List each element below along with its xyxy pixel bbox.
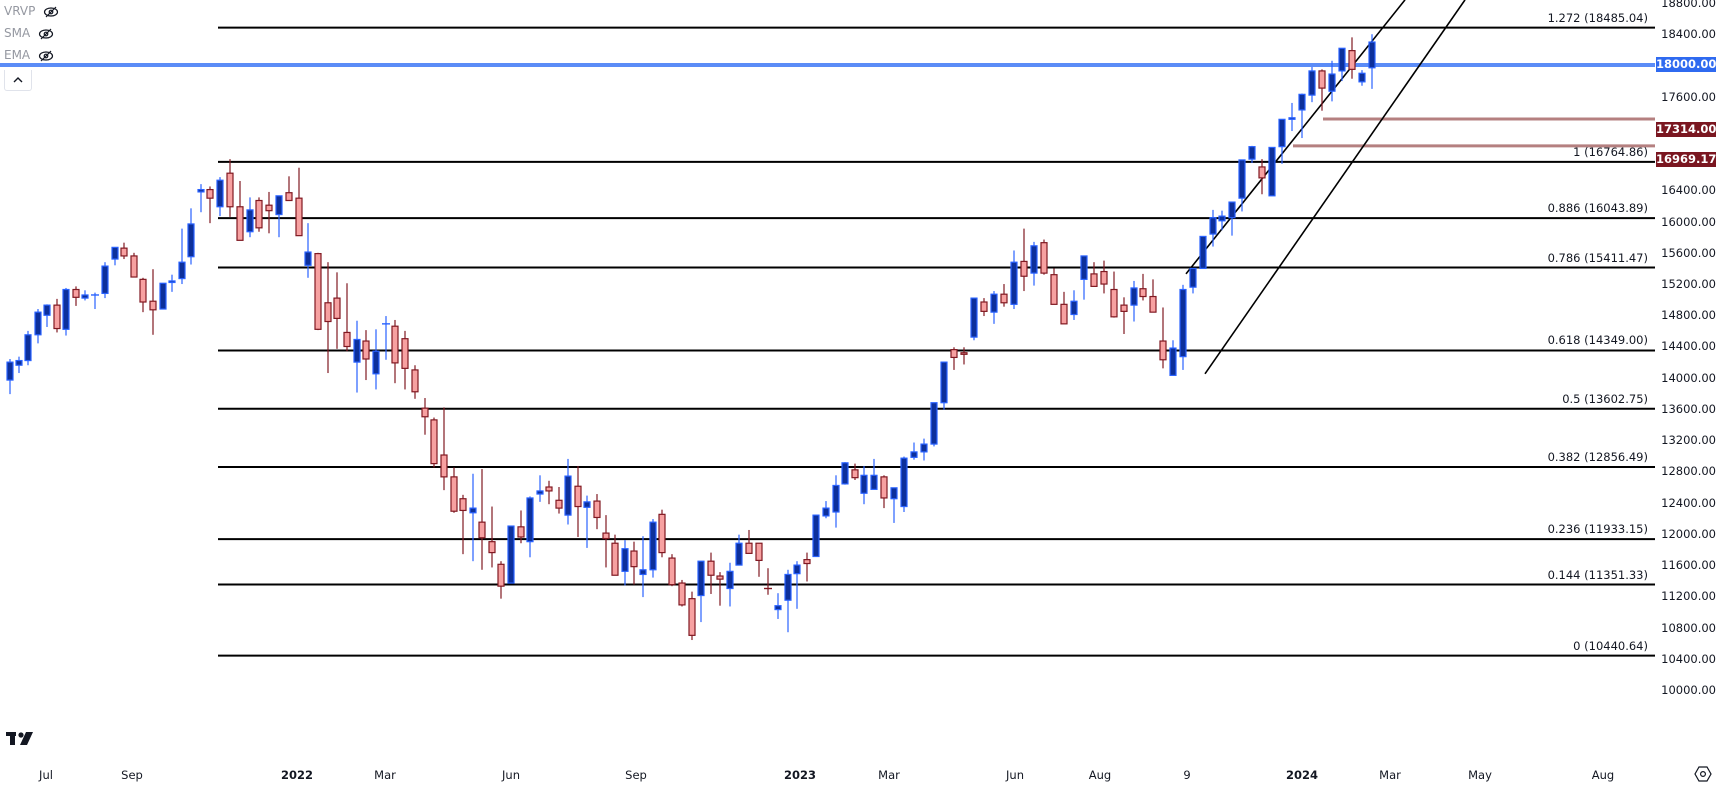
time-axis-tick: 9 xyxy=(1183,768,1191,782)
legend-row-sma[interactable]: SMA xyxy=(4,22,59,44)
channel-line[interactable] xyxy=(1204,0,1466,375)
fib-label: 1.272 (18485.04) xyxy=(1547,10,1648,25)
indicator-legend: VRVP SMA EMA xyxy=(4,0,59,66)
candlestick-series xyxy=(6,34,1376,641)
price-axis-tick: 16000.00 xyxy=(1661,214,1716,229)
fibonacci-retracement-levels[interactable] xyxy=(218,26,1655,657)
price-axis-tick: 12800.00 xyxy=(1661,464,1716,479)
indicator-label-ema: EMA xyxy=(4,48,31,62)
level-price-tag-17314: 17314.00 xyxy=(1656,122,1717,137)
price-axis-tick: 13200.00 xyxy=(1661,433,1716,448)
time-axis-tick: Jul xyxy=(39,768,53,782)
level-price-tag-16969: 16969.17 xyxy=(1656,152,1717,167)
time-axis-tick: Sep xyxy=(625,768,647,782)
price-axis-tick: 10800.00 xyxy=(1661,620,1716,635)
indicator-label-vrvp: VRVP xyxy=(4,4,36,18)
price-axis-tick: 16400.00 xyxy=(1661,183,1716,198)
fib-label: 0.886 (16043.89) xyxy=(1547,201,1648,216)
fib-label: 0.618 (14349.00) xyxy=(1547,333,1648,348)
parallel-channel[interactable] xyxy=(1185,0,1466,375)
price-axis-tick: 10400.00 xyxy=(1661,651,1716,666)
time-axis-tick: Mar xyxy=(1379,768,1401,782)
time-axis-tick: Jun xyxy=(502,768,520,782)
price-axis-tick: 12400.00 xyxy=(1661,495,1716,510)
time-axis-tick: 2024 xyxy=(1285,768,1319,782)
time-axis-tick: Mar xyxy=(374,768,396,782)
settings-gear-icon[interactable] xyxy=(1694,766,1712,782)
legend-row-vrvp[interactable]: VRVP xyxy=(4,0,59,22)
price-axis-tick: 11200.00 xyxy=(1661,589,1716,604)
price-axis-tick: 12000.00 xyxy=(1661,526,1716,541)
time-axis-tick: Aug xyxy=(1088,768,1112,782)
price-axis-tick: 18800.00 xyxy=(1661,0,1716,10)
fib-label: 0.236 (11933.15) xyxy=(1547,522,1648,537)
current-price-tag: 18000.00 xyxy=(1656,57,1717,72)
time-axis-tick: Jun xyxy=(1006,768,1024,782)
eye-off-icon[interactable] xyxy=(38,49,54,62)
price-axis-tick: 15200.00 xyxy=(1661,277,1716,292)
price-axis-tick: 11600.00 xyxy=(1661,558,1716,573)
price-axis-tick: 13600.00 xyxy=(1661,401,1716,416)
eye-off-icon[interactable] xyxy=(38,27,54,40)
time-axis-tick: May xyxy=(1468,768,1492,782)
fib-label: 0.786 (15411.47) xyxy=(1547,250,1648,265)
fib-label: 1 (16764.86) xyxy=(1573,144,1648,159)
time-axis-tick: Sep xyxy=(121,768,143,782)
price-axis-tick: 14400.00 xyxy=(1661,339,1716,354)
eye-off-icon[interactable] xyxy=(43,5,59,18)
price-axis-tick: 14000.00 xyxy=(1661,370,1716,385)
chevron-up-icon xyxy=(13,77,23,83)
fib-label: 0.5 (13602.75) xyxy=(1562,391,1648,406)
tradingview-logo-icon[interactable] xyxy=(6,730,38,750)
time-axis-tick: Mar xyxy=(878,768,900,782)
price-axis-tick: 14800.00 xyxy=(1661,308,1716,323)
time-axis-tick: 2023 xyxy=(783,768,817,782)
time-axis-tick: 2022 xyxy=(280,768,314,782)
legend-row-ema[interactable]: EMA xyxy=(4,44,59,66)
indicator-label-sma: SMA xyxy=(4,26,31,40)
price-axis-tick: 15600.00 xyxy=(1661,245,1716,260)
price-axis-tick: 10000.00 xyxy=(1661,682,1716,697)
horizontal-price-levels[interactable] xyxy=(0,63,1655,148)
price-axis-tick: 18400.00 xyxy=(1661,27,1716,42)
fib-label: 0.144 (11351.33) xyxy=(1547,567,1648,582)
fib-label: 0 (10440.64) xyxy=(1573,638,1648,653)
legend-collapse-button[interactable] xyxy=(4,70,32,91)
fib-label: 0.382 (12856.49) xyxy=(1547,449,1648,464)
time-axis-tick: Aug xyxy=(1591,768,1615,782)
price-axis-tick: 17600.00 xyxy=(1661,89,1716,104)
